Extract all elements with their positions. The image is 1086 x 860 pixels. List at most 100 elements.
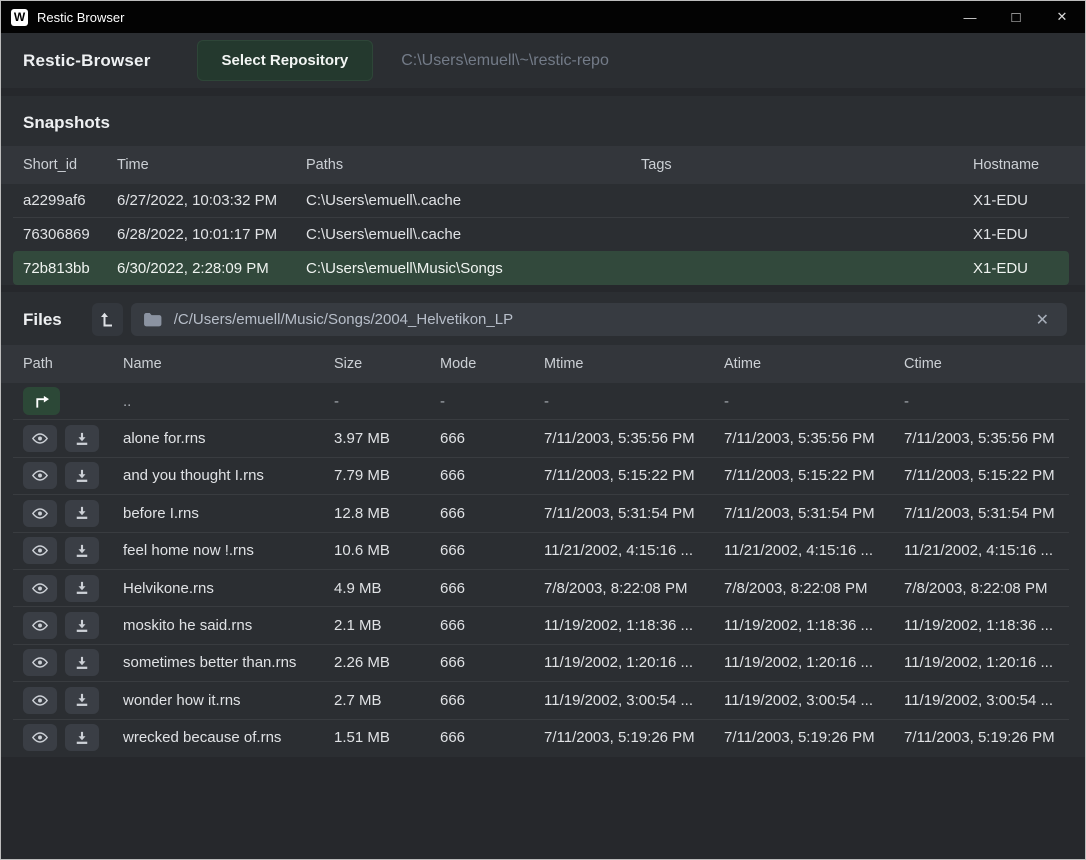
eye-icon — [31, 469, 49, 482]
column-header-mtime[interactable]: Mtime — [544, 356, 584, 372]
download-file-button[interactable] — [65, 537, 99, 565]
column-header-path[interactable]: Path — [23, 356, 53, 372]
column-header-name[interactable]: Name — [123, 356, 162, 372]
snapshot-row[interactable]: a2299af6 6/27/2022, 10:03:32 PM C:\Users… — [13, 184, 1069, 217]
file-path-value: /C/Users/emuell/Music/Songs/2004_Helveti… — [173, 311, 514, 328]
download-file-button[interactable] — [65, 499, 99, 527]
file-size: 10.6 MB — [334, 542, 390, 560]
file-row[interactable]: Helvikone.rns 4.9 MB 666 7/8/2003, 8:22:… — [13, 568, 1069, 606]
file-mode: 666 — [440, 542, 466, 560]
folder-icon — [143, 312, 162, 327]
view-file-button[interactable] — [23, 686, 57, 714]
file-ctime: 11/19/2002, 1:20:16 ... — [904, 654, 1054, 672]
view-file-button[interactable] — [23, 574, 57, 602]
column-header-tags[interactable]: Tags — [641, 157, 672, 173]
file-row[interactable]: wrecked because of.rns 1.51 MB 666 7/11/… — [13, 718, 1069, 756]
file-mode: 666 — [440, 430, 466, 448]
file-row[interactable]: and you thought I.rns 7.79 MB 666 7/11/2… — [13, 456, 1069, 494]
column-header-time[interactable]: Time — [117, 157, 149, 173]
download-icon — [75, 469, 89, 483]
minimize-button[interactable]: — — [963, 9, 977, 25]
file-row[interactable]: wonder how it.rns 2.7 MB 666 11/19/2002,… — [13, 681, 1069, 718]
level-up-button[interactable] — [91, 303, 123, 336]
go-up-directory-button[interactable] — [23, 387, 60, 416]
file-row[interactable]: feel home now !.rns 10.6 MB 666 11/21/20… — [13, 531, 1069, 569]
file-name: alone for.rns — [123, 430, 206, 448]
file-mode: 666 — [440, 504, 466, 522]
file-ctime: 11/19/2002, 3:00:54 ... — [904, 691, 1054, 709]
snapshot-hostname: X1-EDU — [973, 192, 1029, 209]
file-size: 4.9 MB — [334, 579, 382, 597]
eye-icon — [31, 694, 49, 707]
titlebar: W Restic Browser — □ ✕ — [1, 1, 1085, 33]
file-size: 1.51 MB — [334, 729, 390, 747]
file-size: 2.7 MB — [334, 691, 382, 709]
maximize-button[interactable]: □ — [1011, 8, 1021, 26]
column-header-paths[interactable]: Paths — [306, 157, 344, 173]
file-ctime: 11/21/2002, 4:15:16 ... — [904, 542, 1054, 560]
file-row[interactable]: alone for.rns 3.97 MB 666 7/11/2003, 5:3… — [13, 419, 1069, 456]
view-file-button[interactable] — [23, 499, 57, 527]
snapshots-table-header: Short_id Time Paths Tags Hostname — [1, 146, 1085, 184]
file-size: 3.97 MB — [334, 430, 390, 448]
files-table-header: Path Name Size Mode Mtime Atime Ctime — [1, 345, 1085, 383]
download-file-button[interactable] — [65, 649, 99, 677]
download-icon — [75, 731, 89, 745]
file-name: wonder how it.rns — [123, 691, 241, 709]
file-mode: - — [440, 392, 445, 410]
snapshot-time: 6/28/2022, 10:01:17 PM — [117, 226, 278, 243]
file-size: 7.79 MB — [334, 467, 390, 485]
file-path-input[interactable]: /C/Users/emuell/Music/Songs/2004_Helveti… — [130, 303, 1067, 336]
file-row[interactable]: moskito he said.rns 2.1 MB 666 11/19/200… — [13, 606, 1069, 643]
download-file-button[interactable] — [65, 612, 99, 640]
column-header-ctime[interactable]: Ctime — [904, 356, 942, 372]
files-toolbar: Files /C/Users/emuell/Music/Songs/2004_H… — [1, 292, 1085, 345]
snapshot-row[interactable]: 76306869 6/28/2022, 10:01:17 PM C:\Users… — [13, 217, 1069, 251]
file-atime: 7/11/2003, 5:31:54 PM — [724, 504, 875, 522]
file-atime: 7/11/2003, 5:35:56 PM — [724, 430, 875, 448]
app-title: Restic-Browser — [23, 50, 151, 70]
download-file-button[interactable] — [65, 462, 99, 490]
file-name: .. — [123, 392, 132, 410]
file-ctime: 7/11/2003, 5:15:22 PM — [904, 467, 1055, 485]
snapshot-row-selected[interactable]: 72b813bb 6/30/2022, 2:28:09 PM C:\Users\… — [13, 251, 1069, 285]
column-header-hostname[interactable]: Hostname — [973, 157, 1040, 173]
window-title: Restic Browser — [37, 9, 125, 25]
snapshot-short-id: 72b813bb — [23, 260, 90, 277]
file-atime: 11/19/2002, 1:18:36 ... — [724, 617, 874, 635]
files-section: Files /C/Users/emuell/Music/Songs/2004_H… — [1, 292, 1085, 757]
eye-icon — [31, 656, 49, 669]
view-file-button[interactable] — [23, 425, 57, 453]
file-mode: 666 — [440, 579, 466, 597]
file-row[interactable]: sometimes better than.rns 2.26 MB 666 11… — [13, 643, 1069, 681]
file-ctime: 7/11/2003, 5:35:56 PM — [904, 430, 1055, 448]
column-header-mode[interactable]: Mode — [440, 356, 477, 372]
download-file-button[interactable] — [65, 686, 99, 714]
view-file-button[interactable] — [23, 537, 57, 565]
column-header-atime[interactable]: Atime — [724, 356, 762, 372]
file-atime: - — [724, 392, 729, 410]
view-file-button[interactable] — [23, 649, 57, 677]
file-name: Helvikone.rns — [123, 579, 214, 597]
view-file-button[interactable] — [23, 724, 57, 752]
eye-icon — [31, 731, 49, 744]
download-file-button[interactable] — [65, 724, 99, 752]
file-ctime: 7/8/2003, 8:22:08 PM — [904, 579, 1048, 597]
column-header-size[interactable]: Size — [334, 356, 363, 372]
view-file-button[interactable] — [23, 462, 57, 490]
file-name: sometimes better than.rns — [123, 654, 297, 672]
view-file-button[interactable] — [23, 612, 57, 640]
download-icon — [75, 656, 89, 670]
file-mtime: 11/19/2002, 1:18:36 ... — [544, 617, 694, 635]
file-row[interactable]: before I.rns 12.8 MB 666 7/11/2003, 5:31… — [13, 494, 1069, 531]
file-name: feel home now !.rns — [123, 542, 254, 560]
column-header-short-id[interactable]: Short_id — [23, 157, 78, 173]
repository-path: C:\Users\emuell\~\restic-repo — [401, 51, 609, 69]
select-repository-button[interactable]: Select Repository — [196, 40, 374, 81]
clear-path-icon[interactable]: ✕ — [1035, 311, 1049, 329]
close-button[interactable]: ✕ — [1056, 9, 1068, 24]
download-file-button[interactable] — [65, 425, 99, 453]
parent-directory-row[interactable]: .. - - - - - — [13, 383, 1069, 419]
download-file-button[interactable] — [65, 574, 99, 602]
